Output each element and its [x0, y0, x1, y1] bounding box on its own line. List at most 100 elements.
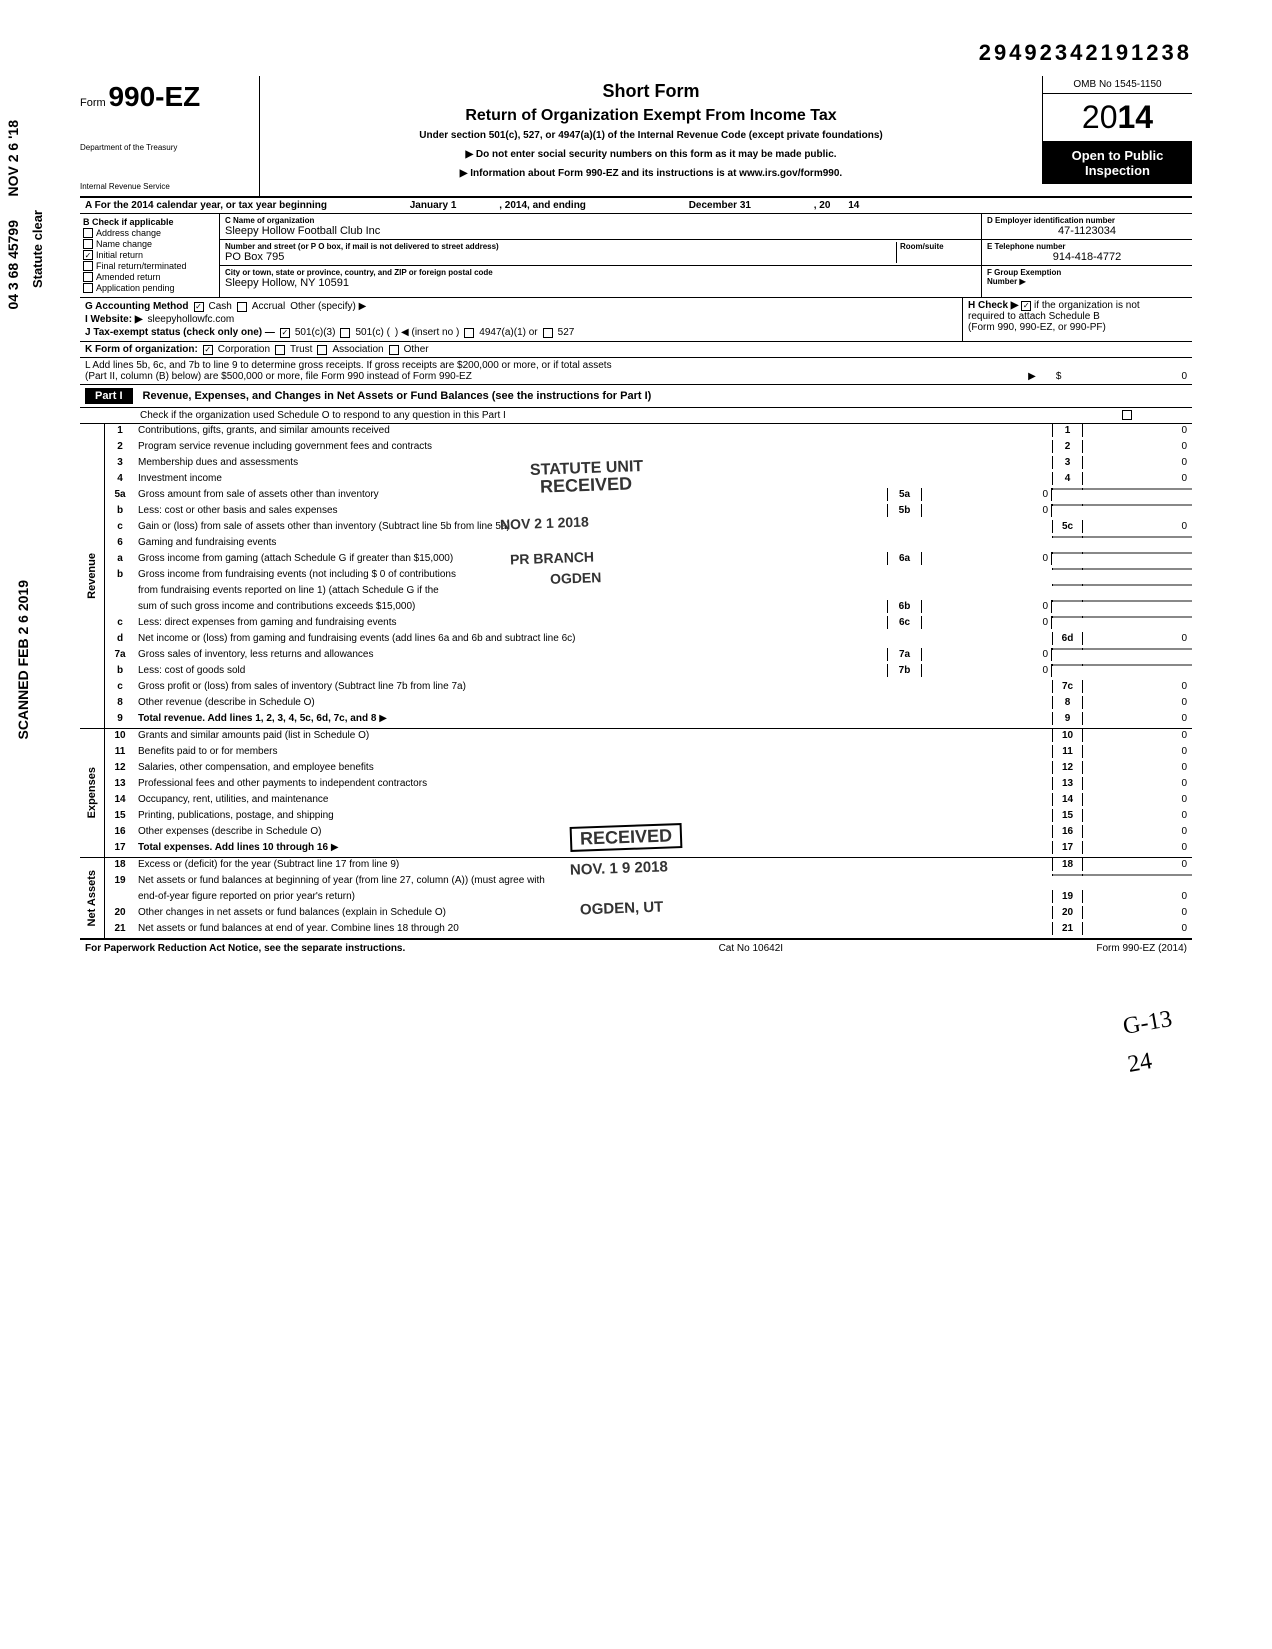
checkbox-final[interactable]	[83, 261, 93, 271]
row-l-arrow: ▶	[1028, 371, 1036, 382]
checkbox-corp[interactable]: ✓	[203, 345, 213, 355]
mid-6a-val: 0	[922, 552, 1052, 565]
line14-desc: Occupancy, rent, utilities, and maintena…	[135, 793, 1052, 806]
checkbox-initial[interactable]: ✓	[83, 250, 93, 260]
line5b-desc: Less: cost or other basis and sales expe…	[135, 504, 887, 517]
checkbox-amended[interactable]	[83, 272, 93, 282]
part1-title: Revenue, Expenses, and Changes in Net As…	[143, 390, 652, 402]
mid-6c: 6c	[887, 616, 922, 629]
k-corp: Corporation	[218, 344, 270, 355]
line1-desc: Contributions, gifts, grants, and simila…	[135, 424, 1052, 437]
netassets-label: Net Assets	[86, 870, 98, 926]
checkbox-trust[interactable]	[275, 345, 285, 355]
checkbox-address[interactable]	[83, 228, 93, 238]
footer-left: For Paperwork Reduction Act Notice, see …	[85, 943, 405, 954]
cb-label-0: Address change	[96, 228, 161, 238]
main-title: Return of Organization Exempt From Incom…	[270, 107, 1032, 125]
checkbox-name[interactable]	[83, 239, 93, 249]
year-prefix: 20	[1082, 99, 1118, 135]
checkbox-4947[interactable]	[464, 328, 474, 338]
street-value: PO Box 795	[225, 251, 896, 263]
form-label: Form	[80, 97, 106, 109]
name-label: C Name of organization	[225, 216, 976, 225]
line11-desc: Benefits paid to or for members	[135, 745, 1052, 758]
line9-val: 0	[1082, 712, 1192, 725]
subtitle: Under section 501(c), 527, or 4947(a)(1)…	[270, 130, 1032, 141]
row-a-text: A For the 2014 calendar year, or tax yea…	[85, 200, 327, 211]
cb-label-1: Name change	[96, 239, 152, 249]
cb-label-2: Initial return	[96, 250, 143, 260]
j-opt2b: ) ◀ (insert no )	[395, 327, 459, 338]
short-form-title: Short Form	[270, 81, 1032, 102]
line13-val: 0	[1082, 777, 1192, 790]
row-a-start: January 1	[410, 200, 457, 211]
mid-7a-val: 0	[922, 648, 1052, 661]
checkbox-501c3[interactable]: ✓	[280, 328, 290, 338]
ein-label: D Employer identification number	[987, 216, 1187, 225]
row-h-text3: (Form 990, 990-EZ, or 990-PF)	[968, 322, 1187, 333]
row-i-label: I Website: ▶	[85, 314, 143, 325]
j-opt2: 501(c) (	[355, 327, 389, 338]
row-h-text2: required to attach Schedule B	[968, 311, 1187, 322]
j-opt1: 501(c)(3)	[295, 327, 336, 338]
line5c-desc: Gain or (loss) from sale of assets other…	[135, 520, 1052, 533]
checkbox-accrual[interactable]	[237, 302, 247, 312]
part1-label: Part I	[85, 388, 133, 404]
mid-6a: 6a	[887, 552, 922, 565]
year-suffix: 14	[1118, 99, 1154, 135]
part1-check-text: Check if the organization used Schedule …	[140, 410, 506, 421]
line20-val: 0	[1082, 906, 1192, 919]
line15-val: 0	[1082, 809, 1192, 822]
org-name: Sleepy Hollow Football Club Inc	[225, 225, 976, 237]
stamp-received-date2: NOV. 1 9 2018	[570, 858, 668, 878]
expenses-label: Expenses	[86, 767, 98, 818]
line6b-mid: 0	[380, 569, 386, 580]
line6d-desc: Net income or (loss) from gaming and fun…	[135, 632, 1052, 645]
line17-val: 0	[1082, 841, 1192, 854]
line14-val: 0	[1082, 793, 1192, 806]
row-k-label: K Form of organization:	[85, 344, 198, 355]
line7b-desc: Less: cost of goods sold	[135, 664, 887, 677]
line7c-val: 0	[1082, 680, 1192, 693]
row-h-label: H Check ▶	[968, 300, 1018, 311]
handwritten-note2: 24	[1126, 1048, 1154, 1079]
footer-center: Cat No 10642I	[719, 943, 784, 954]
checkbox-assoc[interactable]	[317, 345, 327, 355]
line1-val: 0	[1082, 424, 1192, 437]
line18-val: 0	[1082, 858, 1192, 871]
row-a-end: , 20	[814, 200, 831, 211]
checkbox-527[interactable]	[543, 328, 553, 338]
cb-label-5: Application pending	[96, 283, 175, 293]
line6b-post: of contributions	[388, 569, 456, 580]
line6b-pre: Gross income from fundraising events (no…	[138, 569, 377, 580]
line15-desc: Printing, publications, postage, and shi…	[135, 809, 1052, 822]
line6-desc: Gaming and fundraising events	[135, 536, 1052, 549]
checkbox-other[interactable]	[389, 345, 399, 355]
cash-label: Cash	[209, 301, 232, 312]
line4-val: 0	[1082, 472, 1192, 485]
checkbox-501c[interactable]	[340, 328, 350, 338]
instruction2: ▶ Information about Form 990-EZ and its …	[270, 168, 1032, 179]
line5a-desc: Gross amount from sale of assets other t…	[135, 488, 887, 501]
city-value: Sleepy Hollow, NY 10591	[225, 277, 976, 289]
line6b3-desc: sum of such gross income and contributio…	[135, 600, 887, 613]
row-l-text1: L Add lines 5b, 6c, and 7b to line 9 to …	[85, 360, 1187, 371]
stamp-ogden2: OGDEN, UT	[580, 899, 664, 919]
open-public2: Inspection	[1046, 163, 1189, 178]
checkbox-cash[interactable]: ✓	[194, 302, 204, 312]
mid-5b-val: 0	[922, 504, 1052, 517]
line9-desc: Total revenue. Add lines 1, 2, 3, 4, 5c,…	[138, 713, 376, 724]
line7c-desc: Gross profit or (loss) from sales of inv…	[135, 680, 1052, 693]
checkbox-part1[interactable]	[1122, 410, 1132, 420]
omb-number: OMB No 1545-1150	[1043, 76, 1192, 94]
mid-7b: 7b	[887, 664, 922, 677]
handwritten-note1: G-13	[1121, 1006, 1174, 1041]
city-label: City or town, state or province, country…	[225, 268, 976, 277]
row-a-mid: , 2014, and ending	[499, 200, 586, 211]
checkbox-h[interactable]: ✓	[1021, 301, 1031, 311]
mid-6b: 6b	[887, 600, 922, 613]
line19-val: 0	[1082, 890, 1192, 903]
mid-5a-val: 0	[922, 488, 1052, 501]
line8-val: 0	[1082, 696, 1192, 709]
checkbox-pending[interactable]	[83, 283, 93, 293]
